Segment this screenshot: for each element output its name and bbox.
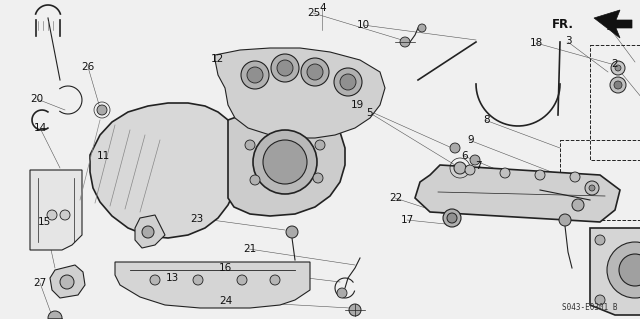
Circle shape <box>595 235 605 245</box>
Text: FR.: FR. <box>552 19 574 32</box>
Text: 21: 21 <box>243 244 256 254</box>
Circle shape <box>349 304 361 316</box>
Text: 12: 12 <box>211 54 224 64</box>
Polygon shape <box>594 10 632 38</box>
Circle shape <box>307 64 323 80</box>
Circle shape <box>589 185 595 191</box>
Circle shape <box>150 275 160 285</box>
Text: 5: 5 <box>367 108 373 118</box>
Circle shape <box>60 275 74 289</box>
Bar <box>560 140 640 220</box>
Circle shape <box>270 275 280 285</box>
Circle shape <box>465 165 475 175</box>
Text: 13: 13 <box>166 272 179 283</box>
Polygon shape <box>30 170 82 250</box>
Text: 15: 15 <box>38 217 51 227</box>
Circle shape <box>595 295 605 305</box>
Text: 23: 23 <box>191 213 204 224</box>
Circle shape <box>418 24 426 32</box>
Circle shape <box>535 170 545 180</box>
Circle shape <box>334 68 362 96</box>
Text: 14: 14 <box>34 122 47 133</box>
Circle shape <box>313 173 323 183</box>
Text: 19: 19 <box>351 100 364 110</box>
Circle shape <box>400 37 410 47</box>
Text: 24: 24 <box>220 296 232 307</box>
Circle shape <box>241 61 269 89</box>
Circle shape <box>237 275 247 285</box>
Circle shape <box>301 58 329 86</box>
Text: 10: 10 <box>357 20 370 30</box>
Text: 11: 11 <box>97 151 110 161</box>
Polygon shape <box>50 265 85 298</box>
Text: 25: 25 <box>307 8 320 18</box>
Circle shape <box>263 140 307 184</box>
Polygon shape <box>228 108 345 216</box>
Circle shape <box>271 54 299 82</box>
Circle shape <box>614 81 622 89</box>
Circle shape <box>470 155 480 165</box>
Circle shape <box>611 61 625 75</box>
Text: 20: 20 <box>31 94 44 104</box>
Circle shape <box>570 172 580 182</box>
Circle shape <box>443 209 461 227</box>
Text: 2: 2 <box>611 59 618 69</box>
Circle shape <box>245 140 255 150</box>
Text: 4: 4 <box>320 3 326 13</box>
Circle shape <box>559 214 571 226</box>
Text: 6: 6 <box>461 151 468 161</box>
Polygon shape <box>135 215 165 248</box>
Circle shape <box>340 74 356 90</box>
Circle shape <box>572 199 584 211</box>
Polygon shape <box>415 165 620 222</box>
Circle shape <box>619 254 640 286</box>
Text: 18: 18 <box>530 38 543 48</box>
Circle shape <box>337 288 347 298</box>
Circle shape <box>607 242 640 298</box>
Circle shape <box>253 130 317 194</box>
Circle shape <box>447 213 457 223</box>
Circle shape <box>585 181 599 195</box>
Circle shape <box>97 105 107 115</box>
Text: 17: 17 <box>401 215 414 225</box>
Text: 16: 16 <box>219 263 232 273</box>
Text: S043-E0301 B: S043-E0301 B <box>563 303 618 313</box>
Text: 8: 8 <box>483 115 490 125</box>
Circle shape <box>315 140 325 150</box>
Text: 9: 9 <box>467 135 474 145</box>
Text: 27: 27 <box>33 278 46 288</box>
Text: 22: 22 <box>389 193 402 203</box>
Circle shape <box>193 275 203 285</box>
Circle shape <box>247 67 263 83</box>
Circle shape <box>277 60 293 76</box>
Circle shape <box>60 210 70 220</box>
Circle shape <box>47 210 57 220</box>
Text: 7: 7 <box>476 161 482 171</box>
Circle shape <box>450 143 460 153</box>
Circle shape <box>48 311 62 319</box>
Circle shape <box>610 77 626 93</box>
Circle shape <box>615 65 621 71</box>
Polygon shape <box>90 103 242 238</box>
Circle shape <box>286 226 298 238</box>
Circle shape <box>142 226 154 238</box>
Polygon shape <box>215 48 385 138</box>
Circle shape <box>250 175 260 185</box>
Polygon shape <box>115 262 310 308</box>
Text: 1: 1 <box>606 22 612 32</box>
Bar <box>590 45 640 160</box>
Text: 3: 3 <box>565 36 572 47</box>
Polygon shape <box>590 228 640 315</box>
Circle shape <box>500 168 510 178</box>
Circle shape <box>454 162 466 174</box>
Text: 26: 26 <box>82 62 95 72</box>
